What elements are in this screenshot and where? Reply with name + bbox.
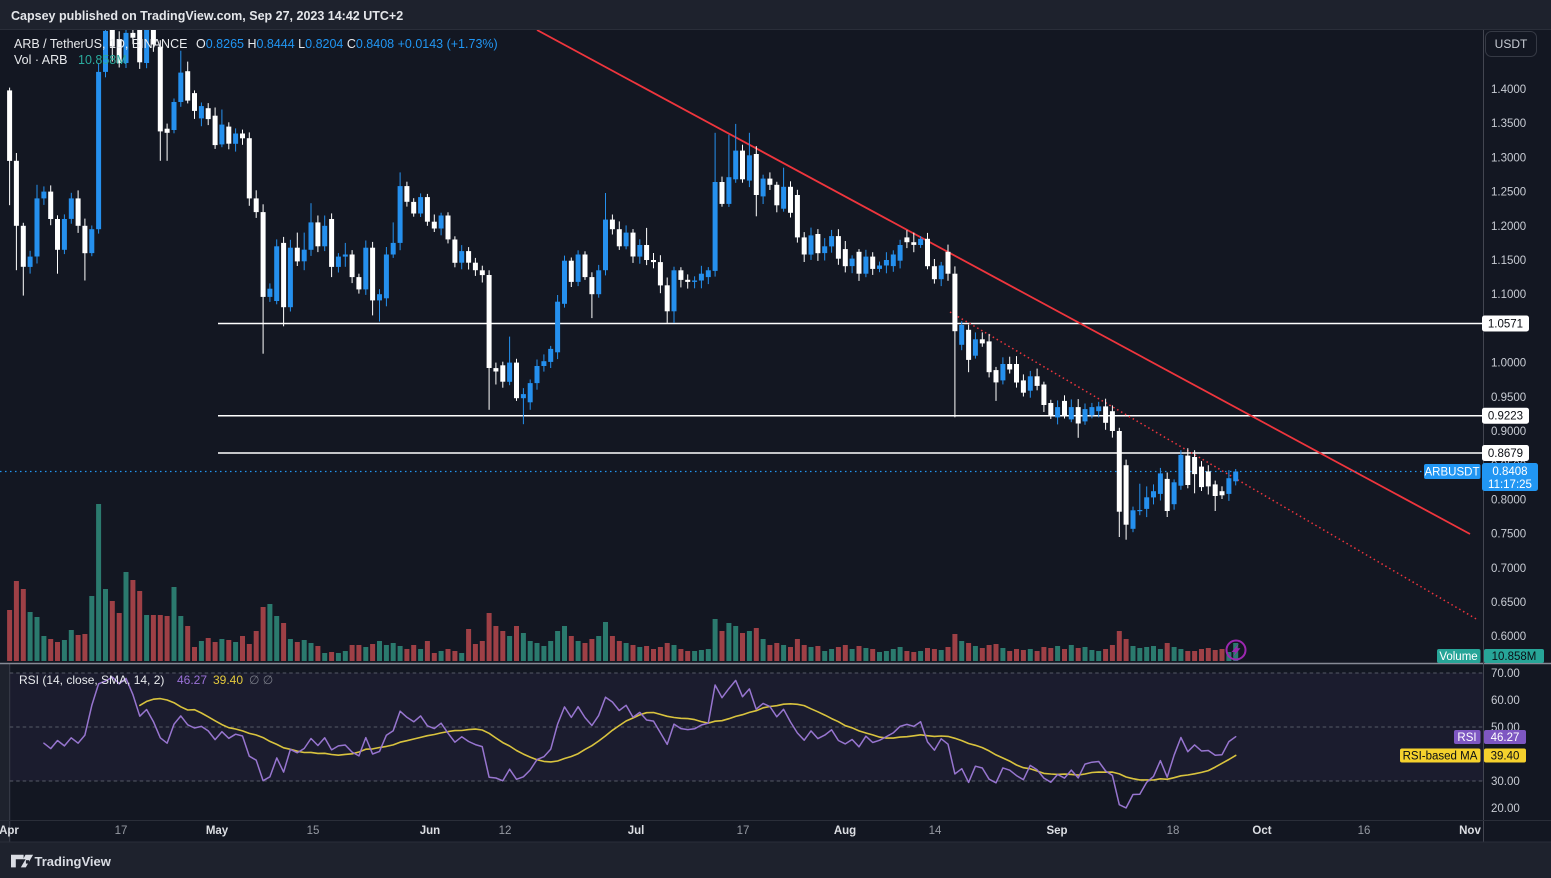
svg-text:1.1000: 1.1000 [1491,289,1526,301]
svg-text:18: 18 [1167,825,1180,837]
svg-text:ARB / TetherUS, 1D, BINANCE: ARB / TetherUS, 1D, BINANCE [14,37,187,51]
svg-text:1.2500: 1.2500 [1491,187,1526,199]
svg-text:Aug: Aug [834,825,856,837]
svg-text:39.40: 39.40 [1491,751,1520,763]
svg-text:RSI-based MA: RSI-based MA [1403,751,1478,763]
svg-text:20.00: 20.00 [1491,803,1520,815]
svg-text:1.0000: 1.0000 [1491,358,1526,370]
svg-text:0.8408: 0.8408 [1492,466,1527,478]
svg-text:10.858M: 10.858M [78,53,127,67]
svg-text:70.00: 70.00 [1491,668,1520,680]
svg-text:1.4000: 1.4000 [1491,84,1526,96]
svg-text:0.8679: 0.8679 [1488,448,1523,460]
svg-text:46.27: 46.27 [1491,732,1520,744]
svg-text:39.40: 39.40 [213,673,243,687]
svg-text:12: 12 [499,825,512,837]
svg-text:ARBUSDT: ARBUSDT [1425,467,1480,479]
svg-text:0.7500: 0.7500 [1491,529,1526,541]
svg-text:30.00: 30.00 [1491,776,1520,788]
svg-text:60.00: 60.00 [1491,695,1520,707]
svg-text:Apr: Apr [0,825,19,837]
svg-text:RSI: RSI [1457,732,1476,744]
svg-text:14: 14 [929,825,942,837]
svg-text:RSI (14, close, SMA, 14, 2): RSI (14, close, SMA, 14, 2) [19,673,164,687]
svg-text:0.8000: 0.8000 [1491,494,1526,506]
svg-text:15: 15 [307,825,320,837]
svg-text:Jun: Jun [420,825,440,837]
svg-text:17: 17 [737,825,750,837]
svg-text:0.9223: 0.9223 [1488,411,1523,423]
svg-text:11:17:25: 11:17:25 [1488,479,1532,491]
svg-text:0.6500: 0.6500 [1491,597,1526,609]
svg-text:Jul: Jul [628,825,645,837]
svg-text:0.9000: 0.9000 [1491,426,1526,438]
svg-text:1.3000: 1.3000 [1491,152,1526,164]
svg-text:0.6000: 0.6000 [1491,631,1526,643]
svg-text:1.2000: 1.2000 [1491,221,1526,233]
svg-text:0.9500: 0.9500 [1491,392,1526,404]
svg-text:Vol · ARB: Vol · ARB [14,53,68,67]
svg-text:Sep: Sep [1046,825,1067,837]
svg-text:May: May [206,825,229,837]
svg-text:10.858M: 10.858M [1492,651,1537,663]
svg-text:1.3500: 1.3500 [1491,118,1526,130]
svg-text:O0.8265 H0.8444 L0.8204 C0.: O0.8265 H0.8444 L0.8204 C0.8408 +0.0143 … [196,37,498,51]
svg-text:USDT: USDT [1495,37,1528,51]
svg-text:1.0571: 1.0571 [1488,319,1523,331]
svg-text:0.7000: 0.7000 [1491,563,1526,575]
svg-text:TradingView: TradingView [35,854,112,869]
svg-text:Nov: Nov [1459,825,1481,837]
svg-text:Volume: Volume [1439,651,1477,663]
svg-text:16: 16 [1358,825,1371,837]
svg-text:Capsey published on TradingVie: Capsey published on TradingView.com, Sep… [11,9,403,23]
svg-text:17: 17 [115,825,128,837]
svg-text:46.27: 46.27 [177,673,207,687]
svg-text:1.1500: 1.1500 [1491,255,1526,267]
svg-text:Oct: Oct [1252,825,1271,837]
svg-text:∅ ∅: ∅ ∅ [249,673,273,687]
